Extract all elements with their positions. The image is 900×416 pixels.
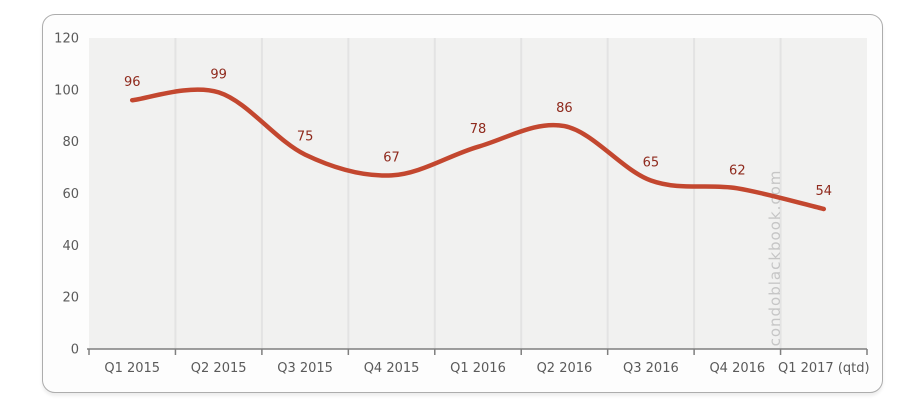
x-tick-label: Q1 2015 (104, 361, 160, 376)
data-point-label: 54 (816, 184, 833, 199)
data-point-label: 67 (383, 150, 400, 165)
data-point-label: 62 (729, 163, 746, 178)
x-tick-label: Q3 2015 (277, 361, 333, 376)
y-tick-label: 80 (62, 135, 79, 150)
data-point-label: 86 (556, 101, 573, 116)
x-tick-label: Q4 2015 (364, 361, 420, 376)
x-tick-label: Q1 2017 (qtd) (778, 361, 870, 376)
line-chart: 0 20 40 60 80 100 120 Q1 2015 Q2 2015 Q3 2015 Q4 2… (54, 32, 869, 377)
x-tick-label: Q2 2016 (537, 361, 593, 376)
data-point-label: 75 (297, 130, 314, 145)
data-point-label: 78 (470, 122, 487, 137)
x-tick-label: Q3 2016 (623, 361, 679, 376)
y-tick-label: 0 (71, 343, 79, 358)
data-point-label: 65 (643, 156, 660, 171)
data-point-label: 96 (124, 75, 141, 90)
x-tick-label: Q2 2015 (191, 361, 247, 376)
data-point-label: 99 (210, 67, 227, 82)
y-tick-label: 120 (54, 32, 79, 47)
y-tick-label: 20 (62, 291, 79, 306)
x-tick-label: Q4 2016 (709, 361, 765, 376)
chart-under-layer: 0 20 40 60 80 100 120 Q1 2015 Q2 2015 Q3 2015 Q4 2… (54, 32, 869, 377)
y-tick-label: 40 (62, 239, 79, 254)
watermark-text: condoblackbook.com (766, 170, 784, 347)
y-tick-label: 100 (54, 83, 79, 98)
series-line (129, 87, 827, 212)
x-tick-label: Q1 2016 (450, 361, 506, 376)
chart-over-layer: 96 99 75 67 78 86 65 62 54 (124, 67, 833, 212)
y-tick-label: 60 (62, 187, 79, 202)
chart-card: 0 20 40 60 80 100 120 Q1 2015 Q2 2015 Q3 2015 Q4 2… (42, 14, 883, 393)
plot-area (89, 38, 867, 349)
